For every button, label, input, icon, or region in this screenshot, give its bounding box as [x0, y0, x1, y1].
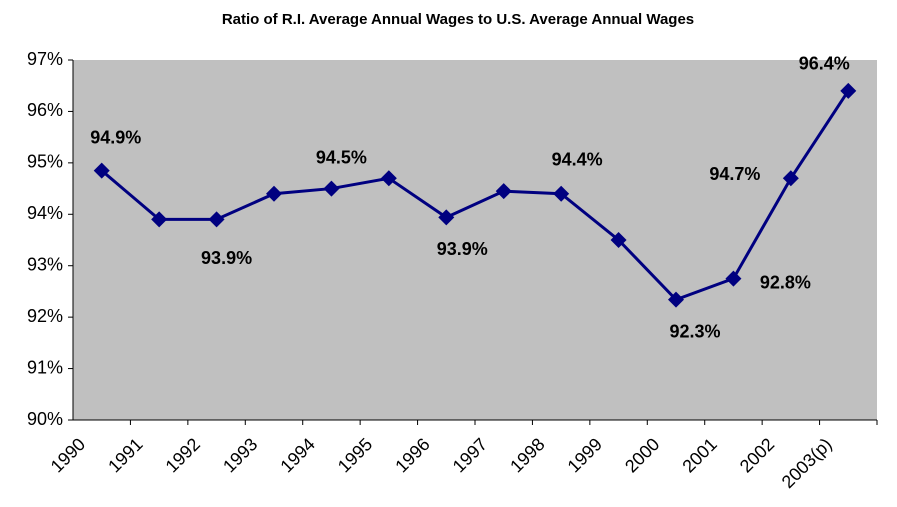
- y-tick-label: 95%: [27, 152, 63, 172]
- plot-area: [73, 60, 877, 420]
- line: [100, 90, 850, 302]
- x-tick-label: 2002: [736, 434, 778, 476]
- x-tick-label: 1994: [276, 434, 318, 476]
- x-tick-label: 1995: [334, 434, 376, 476]
- data-label: 94.9%: [90, 127, 141, 147]
- data-label: 92.3%: [669, 321, 720, 341]
- marker: [266, 185, 282, 202]
- y-tick-label: 97%: [27, 49, 63, 69]
- x-tick-label: 2000: [621, 434, 663, 476]
- data-label: 93.9%: [201, 248, 252, 268]
- marker: [438, 209, 455, 226]
- y-tick-label: 96%: [27, 100, 63, 120]
- marker: [782, 170, 799, 187]
- marker: [151, 211, 168, 228]
- data-label: 92.8%: [760, 272, 811, 292]
- marker: [495, 183, 512, 200]
- marker: [323, 180, 340, 197]
- y-tick-label: 91%: [27, 357, 63, 377]
- marker: [380, 170, 397, 187]
- x-tick-label: 1998: [506, 434, 548, 476]
- data-label: 94.4%: [552, 149, 603, 169]
- x-tick-label: 2001: [678, 434, 720, 476]
- data-label: 94.7%: [709, 164, 760, 184]
- x-tick-label: 1996: [391, 434, 433, 476]
- data-label: 96.4%: [799, 54, 850, 74]
- x-tick-label: 1993: [219, 434, 261, 476]
- marker: [668, 291, 684, 308]
- y-tick-label: 92%: [27, 306, 63, 326]
- x-tick-label: 1999: [564, 434, 606, 476]
- chart-title: Ratio of R.I. Average Annual Wages to U.…: [222, 11, 694, 28]
- marker: [553, 185, 570, 202]
- marker: [725, 270, 742, 287]
- data-label: 93.9%: [437, 239, 488, 259]
- x-tick-label: 1992: [162, 434, 204, 476]
- x-tick-label: 1990: [47, 434, 89, 476]
- y-tick-label: 94%: [27, 203, 63, 223]
- data-label: 94.5%: [316, 147, 367, 167]
- marker: [610, 232, 627, 248]
- y-tick-label: 90%: [27, 409, 63, 429]
- marker: [93, 162, 110, 179]
- x-tick-label: 1991: [104, 434, 146, 476]
- marker: [208, 211, 225, 228]
- marker: [840, 82, 857, 99]
- y-tick-label: 93%: [27, 254, 63, 274]
- x-tick-label: 1997: [449, 434, 491, 476]
- x-tick-label: 2003(p): [778, 434, 836, 492]
